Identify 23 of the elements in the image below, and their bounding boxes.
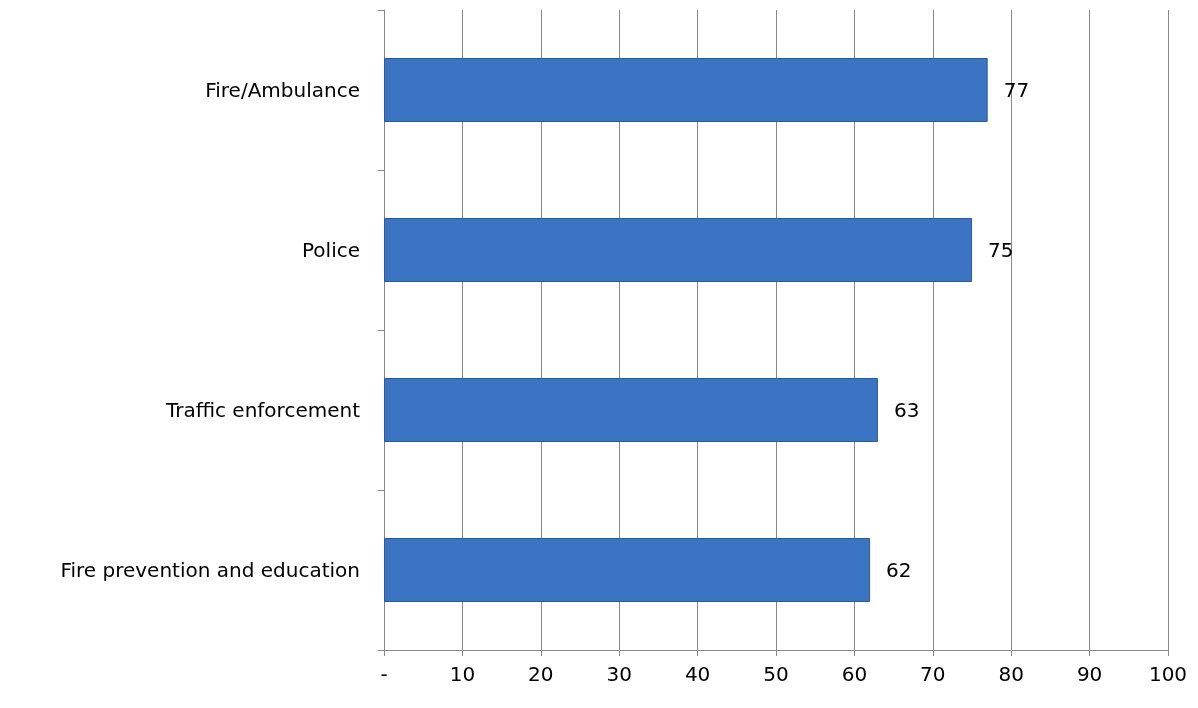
- data-label: 62: [886, 558, 912, 582]
- x-tick-label: 80: [998, 662, 1024, 686]
- data-label: 75: [988, 238, 1014, 262]
- y-tick-label: Police: [302, 238, 360, 262]
- x-tick-label: 50: [763, 662, 789, 686]
- x-tick-label: 100: [1148, 662, 1188, 686]
- x-tick-label: 20: [528, 662, 554, 686]
- x-tick-label: 30: [606, 662, 632, 686]
- y-tick-label: Fire/Ambulance: [205, 78, 360, 102]
- data-label: 63: [893, 398, 920, 422]
- bar: [384, 378, 878, 442]
- x-tick-label: 60: [841, 662, 868, 686]
- y-tick-label: Traffic enforcement: [164, 398, 361, 422]
- x-tick-label: 10: [449, 662, 476, 686]
- y-tick-label: Fire prevention and education: [60, 558, 360, 582]
- data-label: 77: [1003, 78, 1030, 102]
- x-tick-label: 40: [684, 662, 711, 686]
- x-tick-label: -: [380, 662, 388, 686]
- bar: [384, 218, 972, 282]
- bar: [384, 538, 871, 602]
- bar: [384, 58, 988, 122]
- x-tick-label: 70: [920, 662, 946, 686]
- x-tick-label: 90: [1076, 662, 1103, 686]
